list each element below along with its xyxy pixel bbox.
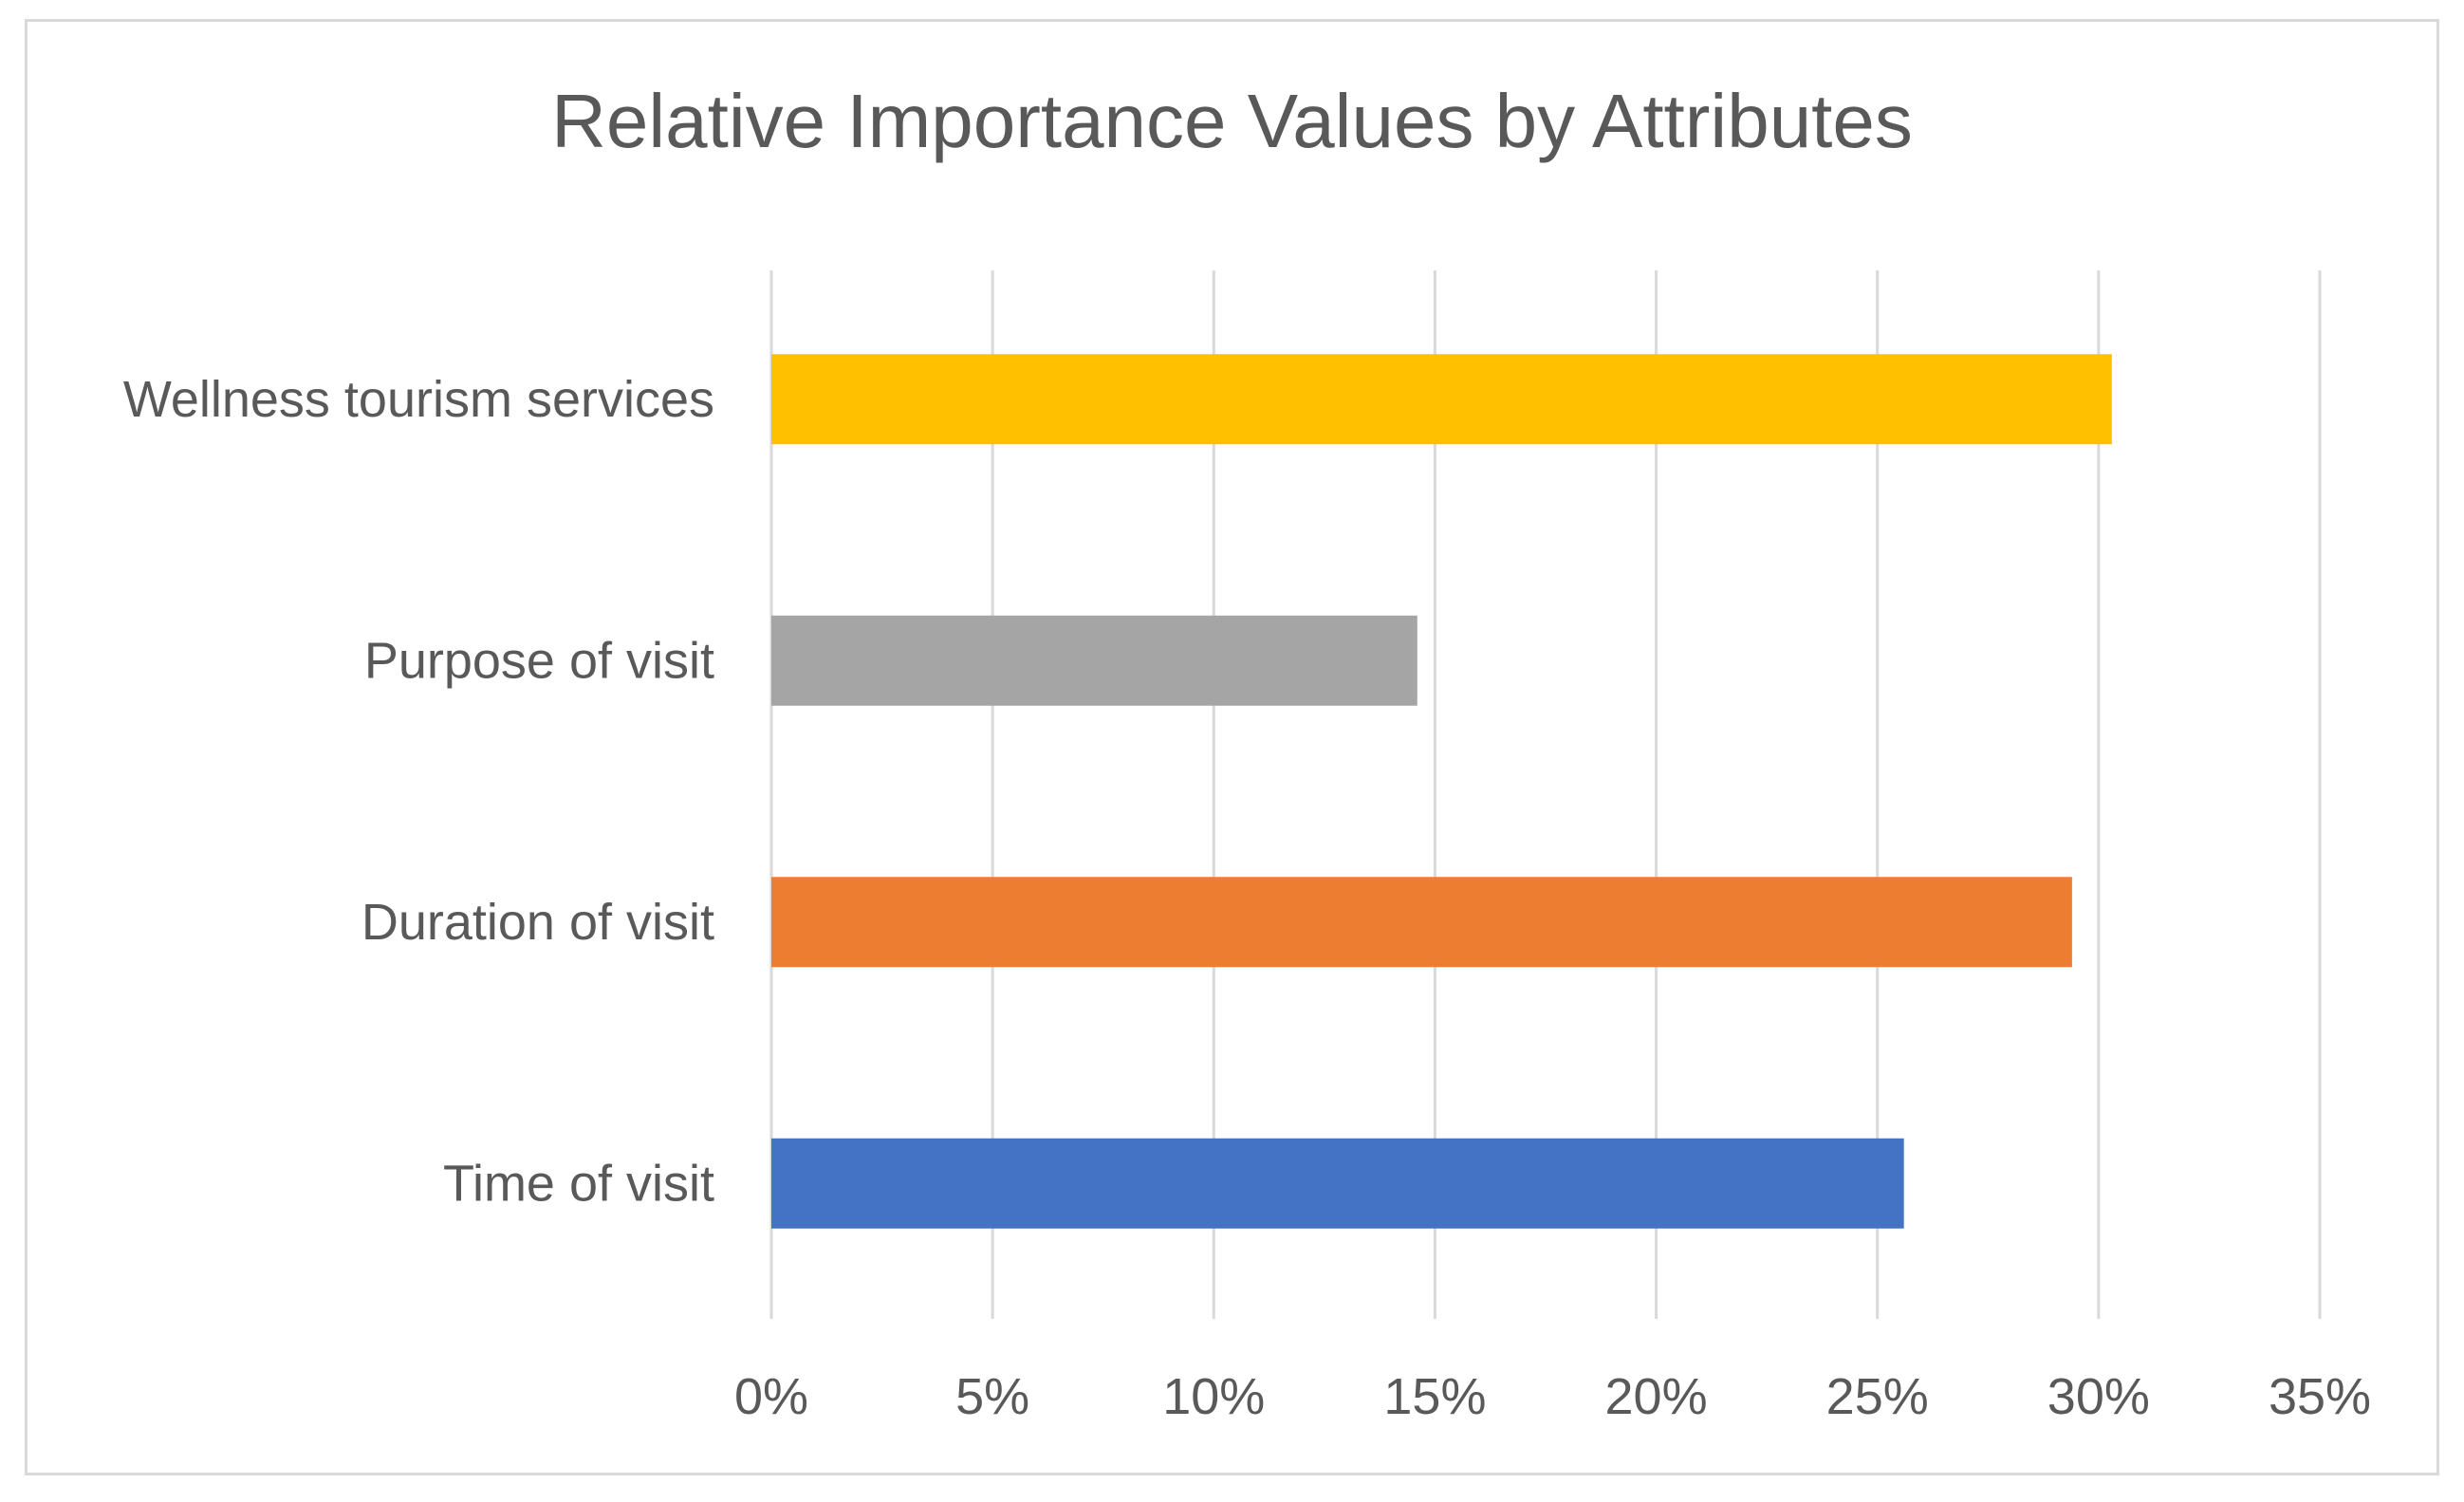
chart-frame bbox=[25, 19, 2439, 1475]
x-tick-label: 35% bbox=[2269, 1368, 2371, 1425]
category-label: Time of visit bbox=[443, 1155, 714, 1212]
category-label: Wellness tourism services bbox=[123, 371, 714, 428]
x-tick-label: 5% bbox=[955, 1368, 1029, 1425]
bar bbox=[771, 354, 2112, 445]
category-label: Purpose of visit bbox=[364, 632, 714, 689]
bar bbox=[771, 615, 1417, 706]
chart-title: Relative Importance Values by Attributes bbox=[551, 79, 1913, 163]
category-label: Duration of visit bbox=[361, 894, 714, 951]
bars bbox=[771, 354, 2112, 1229]
x-axis-tick-labels: 0% 5% 10% 15% 20% 25% 30% 35% bbox=[734, 1368, 2371, 1425]
x-tick-label: 20% bbox=[1605, 1368, 1708, 1425]
x-tick-label: 25% bbox=[1826, 1368, 1929, 1425]
x-tick-label: 10% bbox=[1162, 1368, 1265, 1425]
bar bbox=[771, 1138, 1904, 1229]
x-tick-label: 30% bbox=[2047, 1368, 2150, 1425]
bar bbox=[771, 877, 2072, 968]
x-tick-label: 15% bbox=[1383, 1368, 1486, 1425]
x-tick-label: 0% bbox=[734, 1368, 808, 1425]
category-labels: Time of visit Duration of visit Purpose of… bbox=[123, 371, 714, 1213]
